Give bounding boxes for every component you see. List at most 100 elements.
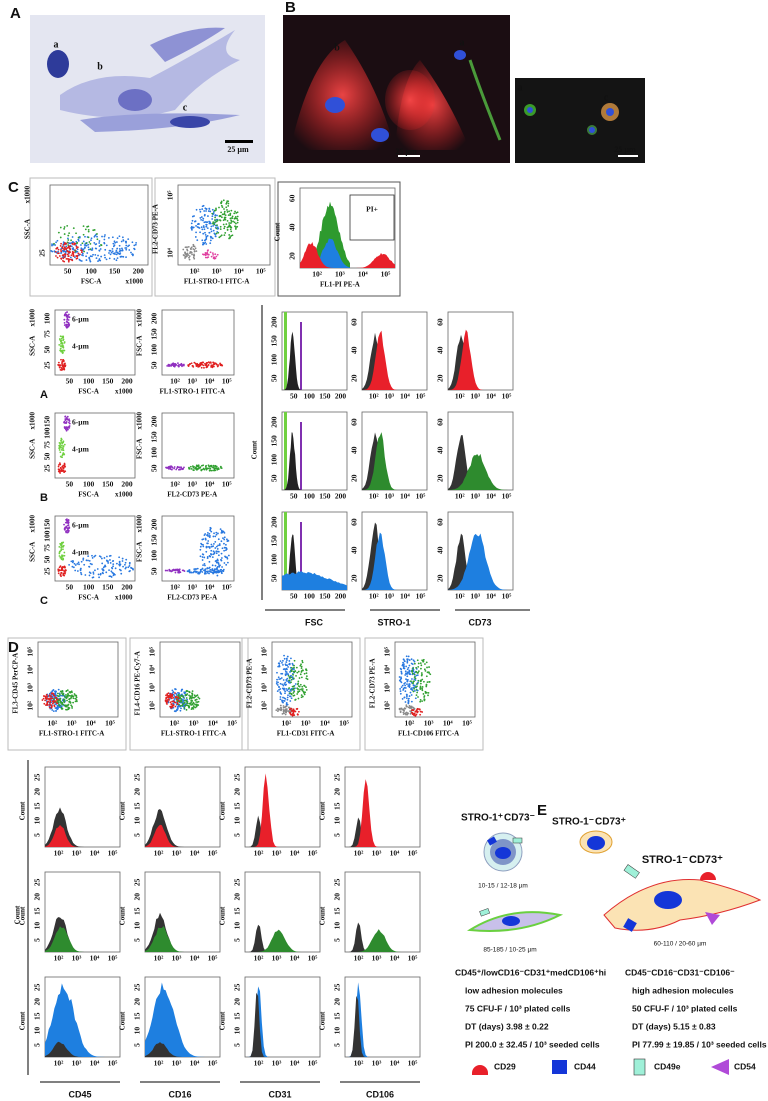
event-dot bbox=[173, 698, 176, 700]
event-dot bbox=[196, 567, 199, 570]
event-dot bbox=[75, 696, 78, 699]
y-tick-label: 25 bbox=[233, 983, 242, 991]
bead-peak bbox=[300, 522, 302, 590]
x-tick-label: 10² bbox=[190, 267, 201, 276]
event-dot bbox=[224, 218, 227, 221]
event-dot bbox=[176, 701, 179, 704]
event-dot bbox=[428, 672, 431, 674]
x-tick-label: 10⁵ bbox=[408, 849, 419, 858]
cell-phenotype: CD73⁺ bbox=[595, 817, 626, 828]
y-tick-label: 100 bbox=[270, 354, 279, 366]
event-dot bbox=[60, 358, 62, 361]
event-dot bbox=[48, 703, 51, 706]
event-dot bbox=[408, 669, 411, 672]
event-dot bbox=[50, 704, 53, 707]
event-dot bbox=[216, 571, 219, 573]
y-axis-label: Count bbox=[219, 906, 227, 925]
event-dot bbox=[214, 214, 217, 217]
event-dot bbox=[304, 691, 307, 694]
histogram bbox=[45, 825, 120, 847]
y-tick-label: 10 bbox=[133, 1027, 142, 1035]
event-dot bbox=[55, 690, 57, 693]
event-dot bbox=[66, 428, 69, 431]
event-dot bbox=[176, 568, 178, 571]
event-dot bbox=[69, 256, 72, 259]
event-dot bbox=[71, 565, 74, 568]
event-dot bbox=[215, 545, 218, 548]
event-dot bbox=[173, 467, 176, 470]
event-dot bbox=[290, 670, 293, 673]
event-dot bbox=[226, 557, 229, 560]
event-dot bbox=[231, 234, 234, 237]
event-dot bbox=[92, 229, 95, 232]
event-dot bbox=[299, 673, 302, 676]
event-dot bbox=[55, 698, 58, 701]
row-label: C bbox=[40, 595, 48, 607]
x-tick-label: 10² bbox=[154, 1059, 165, 1068]
event-dot bbox=[410, 707, 412, 710]
event-dot bbox=[408, 685, 411, 688]
event-dot bbox=[63, 363, 66, 366]
event-dot bbox=[279, 660, 282, 663]
event-dot bbox=[294, 699, 297, 701]
event-dot bbox=[191, 690, 194, 693]
event-dot bbox=[67, 258, 70, 260]
event-dot bbox=[210, 530, 213, 533]
event-dot bbox=[227, 202, 230, 205]
event-dot bbox=[64, 365, 67, 368]
event-dot bbox=[412, 659, 415, 662]
property-text: DT (days) 3.98 ± 0.22 bbox=[465, 1021, 549, 1031]
x-axis-label: FSC-A bbox=[81, 278, 102, 286]
event-dot bbox=[217, 231, 220, 234]
plot bbox=[244, 766, 321, 848]
event-dot bbox=[234, 210, 236, 213]
event-dot bbox=[220, 211, 223, 214]
event-dot bbox=[296, 707, 299, 710]
event-dot bbox=[193, 703, 196, 705]
x-tick-label: 10² bbox=[170, 377, 181, 386]
y-axis-label: Count bbox=[251, 440, 259, 459]
histogram bbox=[282, 571, 347, 590]
event-dot bbox=[220, 552, 223, 555]
event-dot bbox=[213, 551, 216, 554]
event-dot bbox=[59, 565, 62, 568]
y-tick-label: 25 bbox=[43, 361, 52, 369]
event-dot bbox=[195, 701, 198, 703]
event-dot bbox=[64, 526, 67, 529]
event-dot bbox=[65, 530, 67, 533]
event-dot bbox=[193, 694, 196, 697]
event-dot bbox=[298, 710, 300, 713]
event-dot bbox=[208, 208, 211, 210]
event-dot bbox=[66, 253, 69, 256]
x-tick-label: 10⁴ bbox=[205, 583, 216, 592]
x-tick-label: 10⁵ bbox=[308, 849, 319, 858]
event-dot bbox=[277, 707, 279, 710]
x-tick-label: 10² bbox=[170, 480, 181, 489]
event-dot bbox=[115, 249, 118, 252]
event-dot bbox=[57, 252, 59, 255]
histogram bbox=[145, 982, 220, 1057]
property-text: low adhesion molecules bbox=[465, 985, 563, 995]
y-tick-label: 50 bbox=[43, 556, 52, 564]
event-dot bbox=[406, 680, 409, 683]
event-dot bbox=[194, 247, 197, 250]
event-dot bbox=[289, 712, 292, 715]
event-dot bbox=[299, 683, 302, 686]
event-dot bbox=[192, 248, 195, 250]
event-dot bbox=[404, 690, 407, 693]
event-dot bbox=[223, 213, 226, 216]
event-dot bbox=[111, 247, 114, 250]
event-dot bbox=[204, 252, 207, 254]
event-dot bbox=[225, 202, 228, 205]
event-dot bbox=[98, 249, 101, 252]
event-dot bbox=[422, 693, 425, 695]
event-dot bbox=[102, 569, 105, 572]
x-tick-label: 10⁴ bbox=[400, 592, 411, 601]
x-axis-label: FL1-STRO-1 FITC-A bbox=[39, 730, 105, 738]
y-tick-label: 25 bbox=[33, 983, 42, 991]
event-dot bbox=[169, 692, 172, 695]
event-dot bbox=[198, 697, 201, 700]
y-tick-label: 100 bbox=[150, 344, 159, 356]
event-dot bbox=[412, 684, 415, 687]
y-axis-label: Count bbox=[274, 222, 282, 241]
